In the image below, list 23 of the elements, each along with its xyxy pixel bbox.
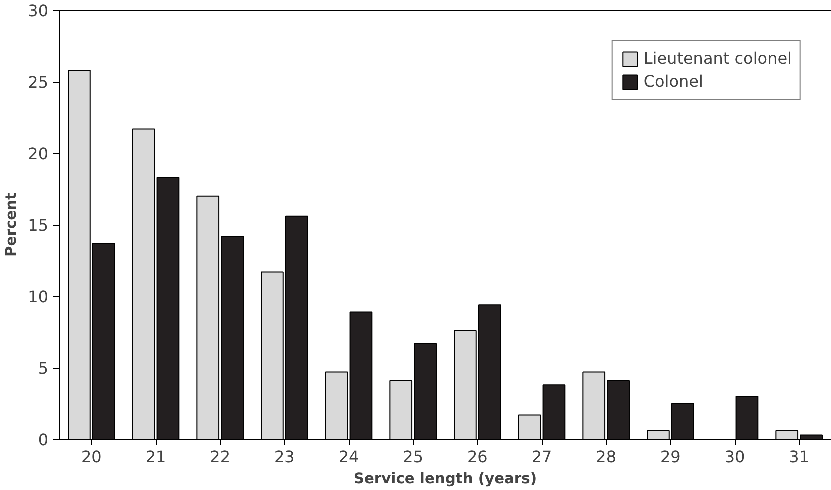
x-tick-label: 24 (338, 448, 360, 466)
y-tick-label: 20 (28, 144, 48, 164)
x-tick-label: 20 (81, 448, 102, 466)
y-axis-title: Percent (3, 193, 20, 257)
y-tick-label: 5 (38, 359, 49, 378)
x-tick-label: 31 (789, 448, 810, 466)
x-tick-label: 22 (210, 448, 231, 466)
x-axis-title: Service length (years) (354, 470, 538, 488)
x-tick-label: 23 (274, 448, 295, 466)
y-tick-label: 15 (28, 216, 48, 235)
x-tick-label: 29 (660, 448, 681, 466)
x-tick-label: 27 (532, 448, 552, 466)
x-tick-label: 30 (724, 448, 746, 466)
legend-label: Lieutenant colonel (644, 49, 792, 68)
x-tick-label: 21 (146, 448, 166, 466)
y-tick-label: 0 (38, 430, 49, 450)
x-tick-label: 26 (467, 448, 488, 466)
y-tick-label: 25 (28, 73, 48, 92)
y-tick-label: 30 (28, 2, 48, 20)
x-tick-label: 28 (596, 448, 617, 466)
y-tick-label: 10 (28, 288, 48, 306)
legend-label: Colonel (644, 72, 704, 91)
x-tick-label: 25 (403, 448, 424, 466)
